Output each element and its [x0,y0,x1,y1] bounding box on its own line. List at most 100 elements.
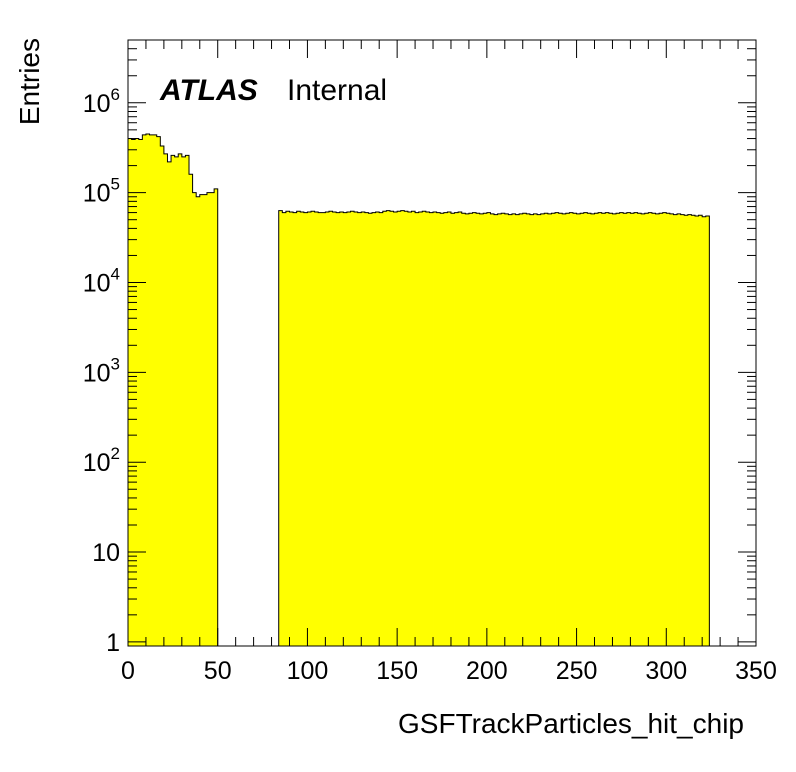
x-tick-label: 150 [376,657,418,685]
histogram-bin [666,213,671,647]
histogram-bin [501,213,506,647]
histogram-bin [185,155,190,647]
y-tick-label: 105 [83,175,120,208]
histogram-bin [325,211,330,646]
histogram-bin [562,213,567,646]
histogram-bin [372,212,377,646]
x-tick-label: 200 [466,657,508,685]
histogram-bin [336,212,341,646]
histogram-bin [415,212,420,646]
histogram-outline [278,210,710,646]
histogram-bin [443,212,448,646]
histogram-bin [311,211,316,647]
histogram-bin [425,211,430,646]
histogram-bin [436,212,441,646]
histogram-bin [677,213,682,646]
histogram-bin [307,211,312,646]
histogram-bin [285,211,290,647]
histogram-bin [458,211,463,646]
histogram-bin [163,153,168,646]
histogram-bin [659,213,664,647]
histogram-bin [422,211,427,647]
histogram-bin [174,156,179,646]
plot-frame [127,39,757,647]
histogram-bin [364,212,369,646]
histogram-bin [490,213,495,646]
histogram-bin [504,213,509,646]
x-tick-label: 350 [735,657,777,685]
histogram-bin [537,214,542,646]
histogram-bin [138,139,143,647]
histogram-bin [160,146,165,646]
x-tick-label: 0 [121,657,135,685]
histogram-bin [605,212,610,646]
histogram-bin [343,212,348,646]
histogram-bin [587,213,592,647]
x-axis-title: GSFTrackParticles_hit_chip [398,708,744,739]
histogram-bin [314,211,319,646]
histogram-bin [357,212,362,646]
y-tick-label: 1 [106,629,120,657]
histogram-bin [576,213,581,646]
histogram-bin [300,211,305,646]
histogram-bin [350,211,355,647]
histogram-bin [623,213,628,647]
histogram-bin [569,212,574,646]
histogram-bin [511,213,516,646]
histogram-bin [644,213,649,647]
histogram-bin [662,212,667,646]
histogram-bin [361,211,366,646]
x-tick-label: 250 [556,657,598,685]
histogram-bin [540,213,545,646]
histogram-bin [515,214,520,646]
histogram-bin [529,214,534,646]
histogram-bin [551,213,556,647]
histogram-bin [321,212,326,646]
histogram-bin [354,211,359,646]
histogram-bin [687,214,692,646]
histogram-bin [411,211,416,647]
y-tick-label: 106 [83,85,120,118]
histogram-bin [196,196,201,646]
histogram-bin [278,210,283,646]
histogram-bin [171,155,176,647]
histogram-bin [407,211,412,646]
histogram-bin [368,213,373,647]
histogram-bin [497,213,502,646]
histogram-bin [630,213,635,647]
histogram-bin [590,213,595,646]
histogram-bin [626,212,631,646]
histogram-bin [555,212,560,646]
histogram-bin [210,192,215,646]
histogram-bin [293,212,298,646]
histogram-bin [450,213,455,647]
y-tick-label: 104 [83,264,120,297]
y-tick-label: 102 [83,444,120,477]
histogram-bin [142,134,147,646]
histogram-bin [145,133,150,646]
y-tick-label: 10 [92,539,120,567]
histogram-bin [648,212,653,646]
histogram-bin [393,211,398,646]
histogram-bin [522,213,527,647]
histogram-bin [558,213,563,647]
histogram-bin [608,213,613,647]
histogram-bin [544,213,549,647]
histogram-bin [519,213,524,646]
histogram-bin [619,212,624,646]
histogram-bin [181,156,186,646]
x-tick-label: 50 [204,657,232,685]
histogram-outline [127,133,219,646]
histogram-bin [192,192,197,646]
histogram-bin [705,215,710,647]
histogram-bin [698,215,703,646]
histogram-bin [655,213,660,646]
histogram-bin [598,212,603,646]
histogram-bin [282,212,287,646]
histogram-bin [189,174,193,646]
histogram-bin [526,213,531,646]
histogram-bin [694,215,699,647]
histogram-bin [135,138,140,646]
histogram-bin [483,213,488,647]
histogram-bin [339,211,344,646]
